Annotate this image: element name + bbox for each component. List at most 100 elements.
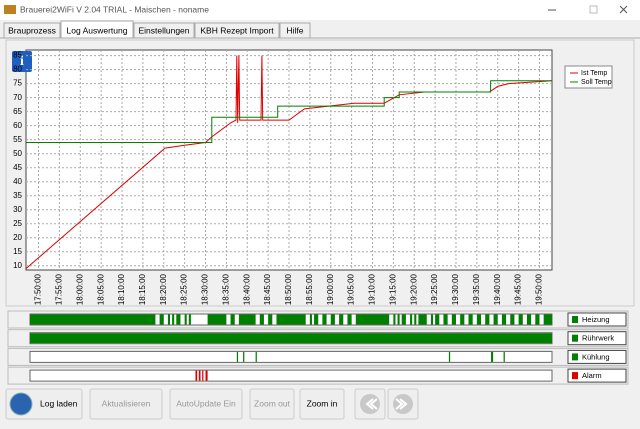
y-tick-label: 50 [13, 149, 22, 158]
x-tick-label: 19:40:00 [493, 273, 502, 305]
legend-label: Ist Temp [581, 70, 607, 77]
x-tick-label: 17:55:00 [55, 273, 64, 305]
channel-on [518, 314, 523, 325]
channel-on [493, 314, 498, 325]
channel-on [430, 314, 434, 325]
channel-on [159, 314, 164, 325]
legend-label: Soll Temp [581, 79, 612, 86]
x-tick-label: 19:00:00 [326, 273, 335, 305]
channel-bar [29, 350, 553, 363]
tab[interactable] [279, 22, 311, 39]
channel-on [184, 314, 187, 325]
y-tick-label: 45 [13, 163, 22, 172]
channel-label: Kühlung [582, 352, 610, 361]
channel-on [414, 314, 417, 325]
x-tick-label: 18:35:00 [221, 273, 230, 305]
channel-on [451, 314, 456, 325]
channel-on [167, 314, 171, 325]
channel-on [347, 314, 352, 325]
maximize[interactable] [589, 5, 598, 14]
x-tick-label: 18:20:00 [159, 273, 168, 305]
channel-on [259, 314, 264, 325]
channel-on [207, 314, 227, 325]
y-tick-label: 60 [13, 121, 22, 130]
x-tick-label: 18:15:00 [138, 273, 147, 305]
channel-on [443, 314, 448, 325]
channel-swatch [572, 353, 578, 361]
channel-on [485, 314, 490, 325]
tab[interactable] [133, 22, 195, 39]
x-tick-label: 19:10:00 [368, 273, 377, 305]
x-tick-label: 19:05:00 [347, 273, 356, 305]
x-tick-label: 17:50:00 [34, 273, 43, 305]
channel-on [230, 314, 235, 325]
tab[interactable] [60, 20, 134, 39]
y-tick-label: 10 [13, 261, 22, 270]
channel-on [510, 314, 515, 325]
x-tick-label: 18:40:00 [242, 273, 251, 305]
channel-label-box [567, 368, 627, 383]
channel-on [535, 314, 540, 325]
channel-on [30, 333, 552, 344]
x-tick-label: 19:15:00 [388, 273, 397, 305]
button[interactable] [89, 388, 163, 420]
x-tick-label: 19:20:00 [409, 273, 418, 305]
channel-on [355, 314, 390, 325]
channel-on [195, 370, 198, 381]
tab-label: KBH Rezept Import [200, 25, 274, 35]
channel-on [448, 351, 451, 362]
x-tick-label: 19:50:00 [535, 273, 544, 305]
channel-label-box [567, 331, 627, 346]
channel-on [276, 314, 306, 325]
channel-on [30, 314, 156, 325]
tab-label: Einstellungen [138, 25, 189, 35]
button[interactable] [169, 388, 243, 420]
channel-on [243, 351, 245, 362]
nav-arrow [365, 398, 378, 410]
channel-on [468, 314, 473, 325]
x-tick-label: 19:35:00 [472, 273, 481, 305]
y-tick-label: 35 [13, 191, 22, 200]
channel-on [330, 314, 335, 325]
channel-on [491, 351, 494, 362]
channel-swatch [572, 334, 578, 342]
tab-label: Log Auswertung [67, 25, 128, 35]
button-label: Aktualisieren [102, 398, 151, 408]
channel-on [543, 314, 552, 325]
tab[interactable] [3, 22, 61, 39]
y-tick-label: 80 [13, 65, 22, 74]
close[interactable] [619, 5, 628, 14]
y-tick-label: 15 [13, 247, 22, 256]
button-icon [9, 392, 33, 416]
channel-on [460, 314, 465, 325]
x-tick-label: 18:30:00 [201, 273, 210, 305]
nav-arrow [395, 398, 408, 410]
channel-swatch [572, 372, 578, 380]
channel-label: Alarm [582, 371, 602, 380]
channel-on [401, 314, 406, 325]
channel-on [309, 314, 312, 325]
x-tick-label: 19:45:00 [514, 273, 523, 305]
button-label: Zoom out [254, 398, 291, 408]
button[interactable] [249, 388, 295, 420]
y-tick-label: 40 [13, 177, 22, 186]
channel-on [526, 314, 532, 325]
y-tick-label: 30 [13, 205, 22, 214]
channel-on [236, 351, 239, 362]
channel-on [314, 314, 319, 325]
y-tick-label: 25 [13, 219, 22, 228]
channel-on [268, 314, 273, 325]
tab[interactable] [194, 22, 280, 39]
channel-on [172, 314, 175, 325]
channel-on [322, 314, 327, 325]
channel-on [188, 314, 191, 325]
channel-on [255, 351, 257, 362]
info-button[interactable] [12, 51, 32, 72]
x-tick-label: 18:00:00 [75, 273, 84, 305]
channel-on [435, 314, 440, 325]
button[interactable] [299, 388, 345, 420]
title-bar [0, 0, 640, 20]
y-tick-label: 55 [13, 135, 22, 144]
channel-on [410, 314, 413, 325]
